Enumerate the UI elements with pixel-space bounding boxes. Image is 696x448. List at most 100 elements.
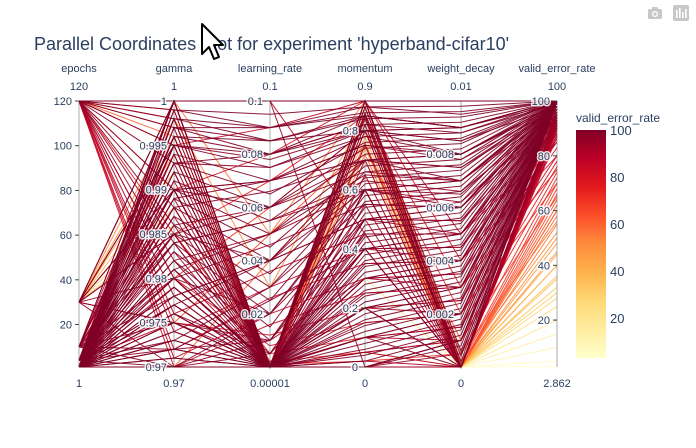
axis-tick-label: 80 <box>60 185 72 197</box>
axis-tick-label: 0.1 <box>248 96 263 108</box>
axis-tick-label: 20 <box>538 315 550 327</box>
axis-weight-decay: weight_decay 0.01 0 0.008 0.006 0.004 0.002 <box>425 63 495 390</box>
data-polyline <box>78 100 558 368</box>
data-polyline <box>78 100 558 368</box>
data-polyline <box>78 106 558 368</box>
axis-bottom-range-label: 2.862 <box>543 378 571 390</box>
data-polyline <box>78 100 558 161</box>
plotly-logo-icon[interactable] <box>672 4 690 22</box>
axis-tick-label: 0.004 <box>426 256 454 268</box>
data-polyline <box>78 100 558 368</box>
axis-tick-label: 0.6 <box>343 185 358 197</box>
axis-tick-label: 0.006 <box>426 202 454 214</box>
axis-tick-label: 0.99 <box>146 185 167 197</box>
data-polyline <box>78 100 558 368</box>
axis-gamma: gamma 1 0.97 1 0.995 0.99 0.985 0.98 0.975 0.97 <box>138 63 194 390</box>
data-polyline <box>78 100 558 368</box>
axis-tick-label: 0.06 <box>242 202 263 214</box>
data-polyline <box>78 100 558 368</box>
axis-top-range-label: 1 <box>171 81 177 93</box>
data-polyline <box>78 100 558 368</box>
axis-title: epochs <box>61 63 97 75</box>
data-polyline <box>78 100 558 368</box>
data-polyline <box>78 100 558 368</box>
axis-top-range-label: 120 <box>70 81 88 93</box>
data-polyline <box>78 100 558 368</box>
axis-top-range-label: 0.1 <box>262 81 277 93</box>
axis-epochs: epochs 120 1 120 100 80 60 40 20 <box>52 63 97 390</box>
axis-title: momentum <box>337 63 392 75</box>
colorbar-tick-label: 100 <box>610 123 632 138</box>
axis-bottom-range-label: 0 <box>458 378 464 390</box>
axis-learning-rate: learning_rate 0.1 0.00001 0.1 0.08 0.06 0.04 0.… <box>238 63 302 390</box>
axis-bottom-range-label: 0.00001 <box>250 378 290 390</box>
axis-tick-label: 0.08 <box>242 149 263 161</box>
data-polyline <box>78 100 558 368</box>
axis-title: learning_rate <box>238 63 302 75</box>
data-polyline <box>79 100 558 368</box>
axis-tick-label: 120 <box>54 96 72 108</box>
data-polyline <box>78 99 558 369</box>
polylines-layer <box>78 99 558 369</box>
axis-tick-label: 40 <box>538 260 550 272</box>
axis-momentum: momentum 0.9 0 0.8 0.6 0.4 0.2 0 <box>337 63 392 390</box>
chart-title: Parallel Coordinates Plot for experiment… <box>34 34 509 54</box>
axis-tick-label: 60 <box>538 206 550 218</box>
axis-tick-label: 0.04 <box>242 256 263 268</box>
data-polyline <box>78 100 558 368</box>
colorbar-tick-label: 20 <box>610 311 624 326</box>
data-polyline <box>78 100 558 368</box>
axis-tick-label: 80 <box>538 151 550 163</box>
camera-icon[interactable] <box>646 4 664 22</box>
axis-tick-label: 0.2 <box>343 303 358 315</box>
colorbar-gradient <box>576 130 606 358</box>
data-polyline <box>78 100 558 129</box>
axis-tick-label: 0.97 <box>146 362 167 374</box>
axis-tick-label: 20 <box>60 320 72 332</box>
axis-tick-label: 0.995 <box>139 140 167 152</box>
data-polyline <box>78 103 558 361</box>
axis-bottom-range-label: 1 <box>76 378 82 390</box>
axis-title: gamma <box>156 63 194 75</box>
data-polyline <box>78 111 558 368</box>
axis-tick-label: 60 <box>60 230 72 242</box>
axis-title: weight_decay <box>426 63 495 75</box>
data-polyline <box>78 108 558 361</box>
modebar <box>646 4 690 22</box>
axis-title: valid_error_rate <box>518 63 595 75</box>
colorbar-tick-label: 60 <box>610 217 624 232</box>
axis-tick-label: 100 <box>532 96 550 108</box>
axis-bottom-range-label: 0 <box>362 378 368 390</box>
axis-tick-label: 0.002 <box>426 309 454 321</box>
axis-tick-label: 100 <box>54 141 72 153</box>
axis-tick-label: 0 <box>352 362 358 374</box>
data-polyline <box>78 100 558 368</box>
axis-tick-label: 0.008 <box>426 149 454 161</box>
mouse-cursor-icon <box>201 23 224 60</box>
colorbar-title: valid_error_rate <box>576 111 660 125</box>
axis-tick-label: 0.98 <box>146 273 167 285</box>
axis-top-range-label: 0.9 <box>357 81 372 93</box>
axis-tick-label: 1 <box>161 96 167 108</box>
data-polyline <box>78 100 558 369</box>
data-polyline <box>78 100 558 368</box>
data-polyline <box>78 100 558 368</box>
axis-tick-label: 0.02 <box>242 309 263 321</box>
axis-tick-label: 0.985 <box>139 229 167 241</box>
axis-tick-label: 40 <box>60 275 72 287</box>
colorbar-tick-label: 80 <box>610 170 624 185</box>
axis-tick-label: 0.975 <box>139 318 167 330</box>
axis-tick-label: 0.4 <box>343 244 358 256</box>
colorbar-tick-label: 40 <box>610 264 624 279</box>
axis-bottom-range-label: 0.97 <box>163 378 184 390</box>
data-polyline <box>78 100 558 368</box>
data-polyline <box>78 100 558 368</box>
axes-layer: epochs 120 1 120 100 80 60 40 20 gamma 1 0.97 1 0.995… <box>52 63 595 390</box>
axis-top-range-label: 0.01 <box>450 81 471 93</box>
data-polyline <box>78 100 558 368</box>
axis-valid-error-rate: valid_error_rate 100 2.862 100 80 60 40 20 <box>518 63 595 390</box>
axis-tick-label: 0.8 <box>343 126 358 138</box>
axis-top-range-label: 100 <box>548 81 566 93</box>
